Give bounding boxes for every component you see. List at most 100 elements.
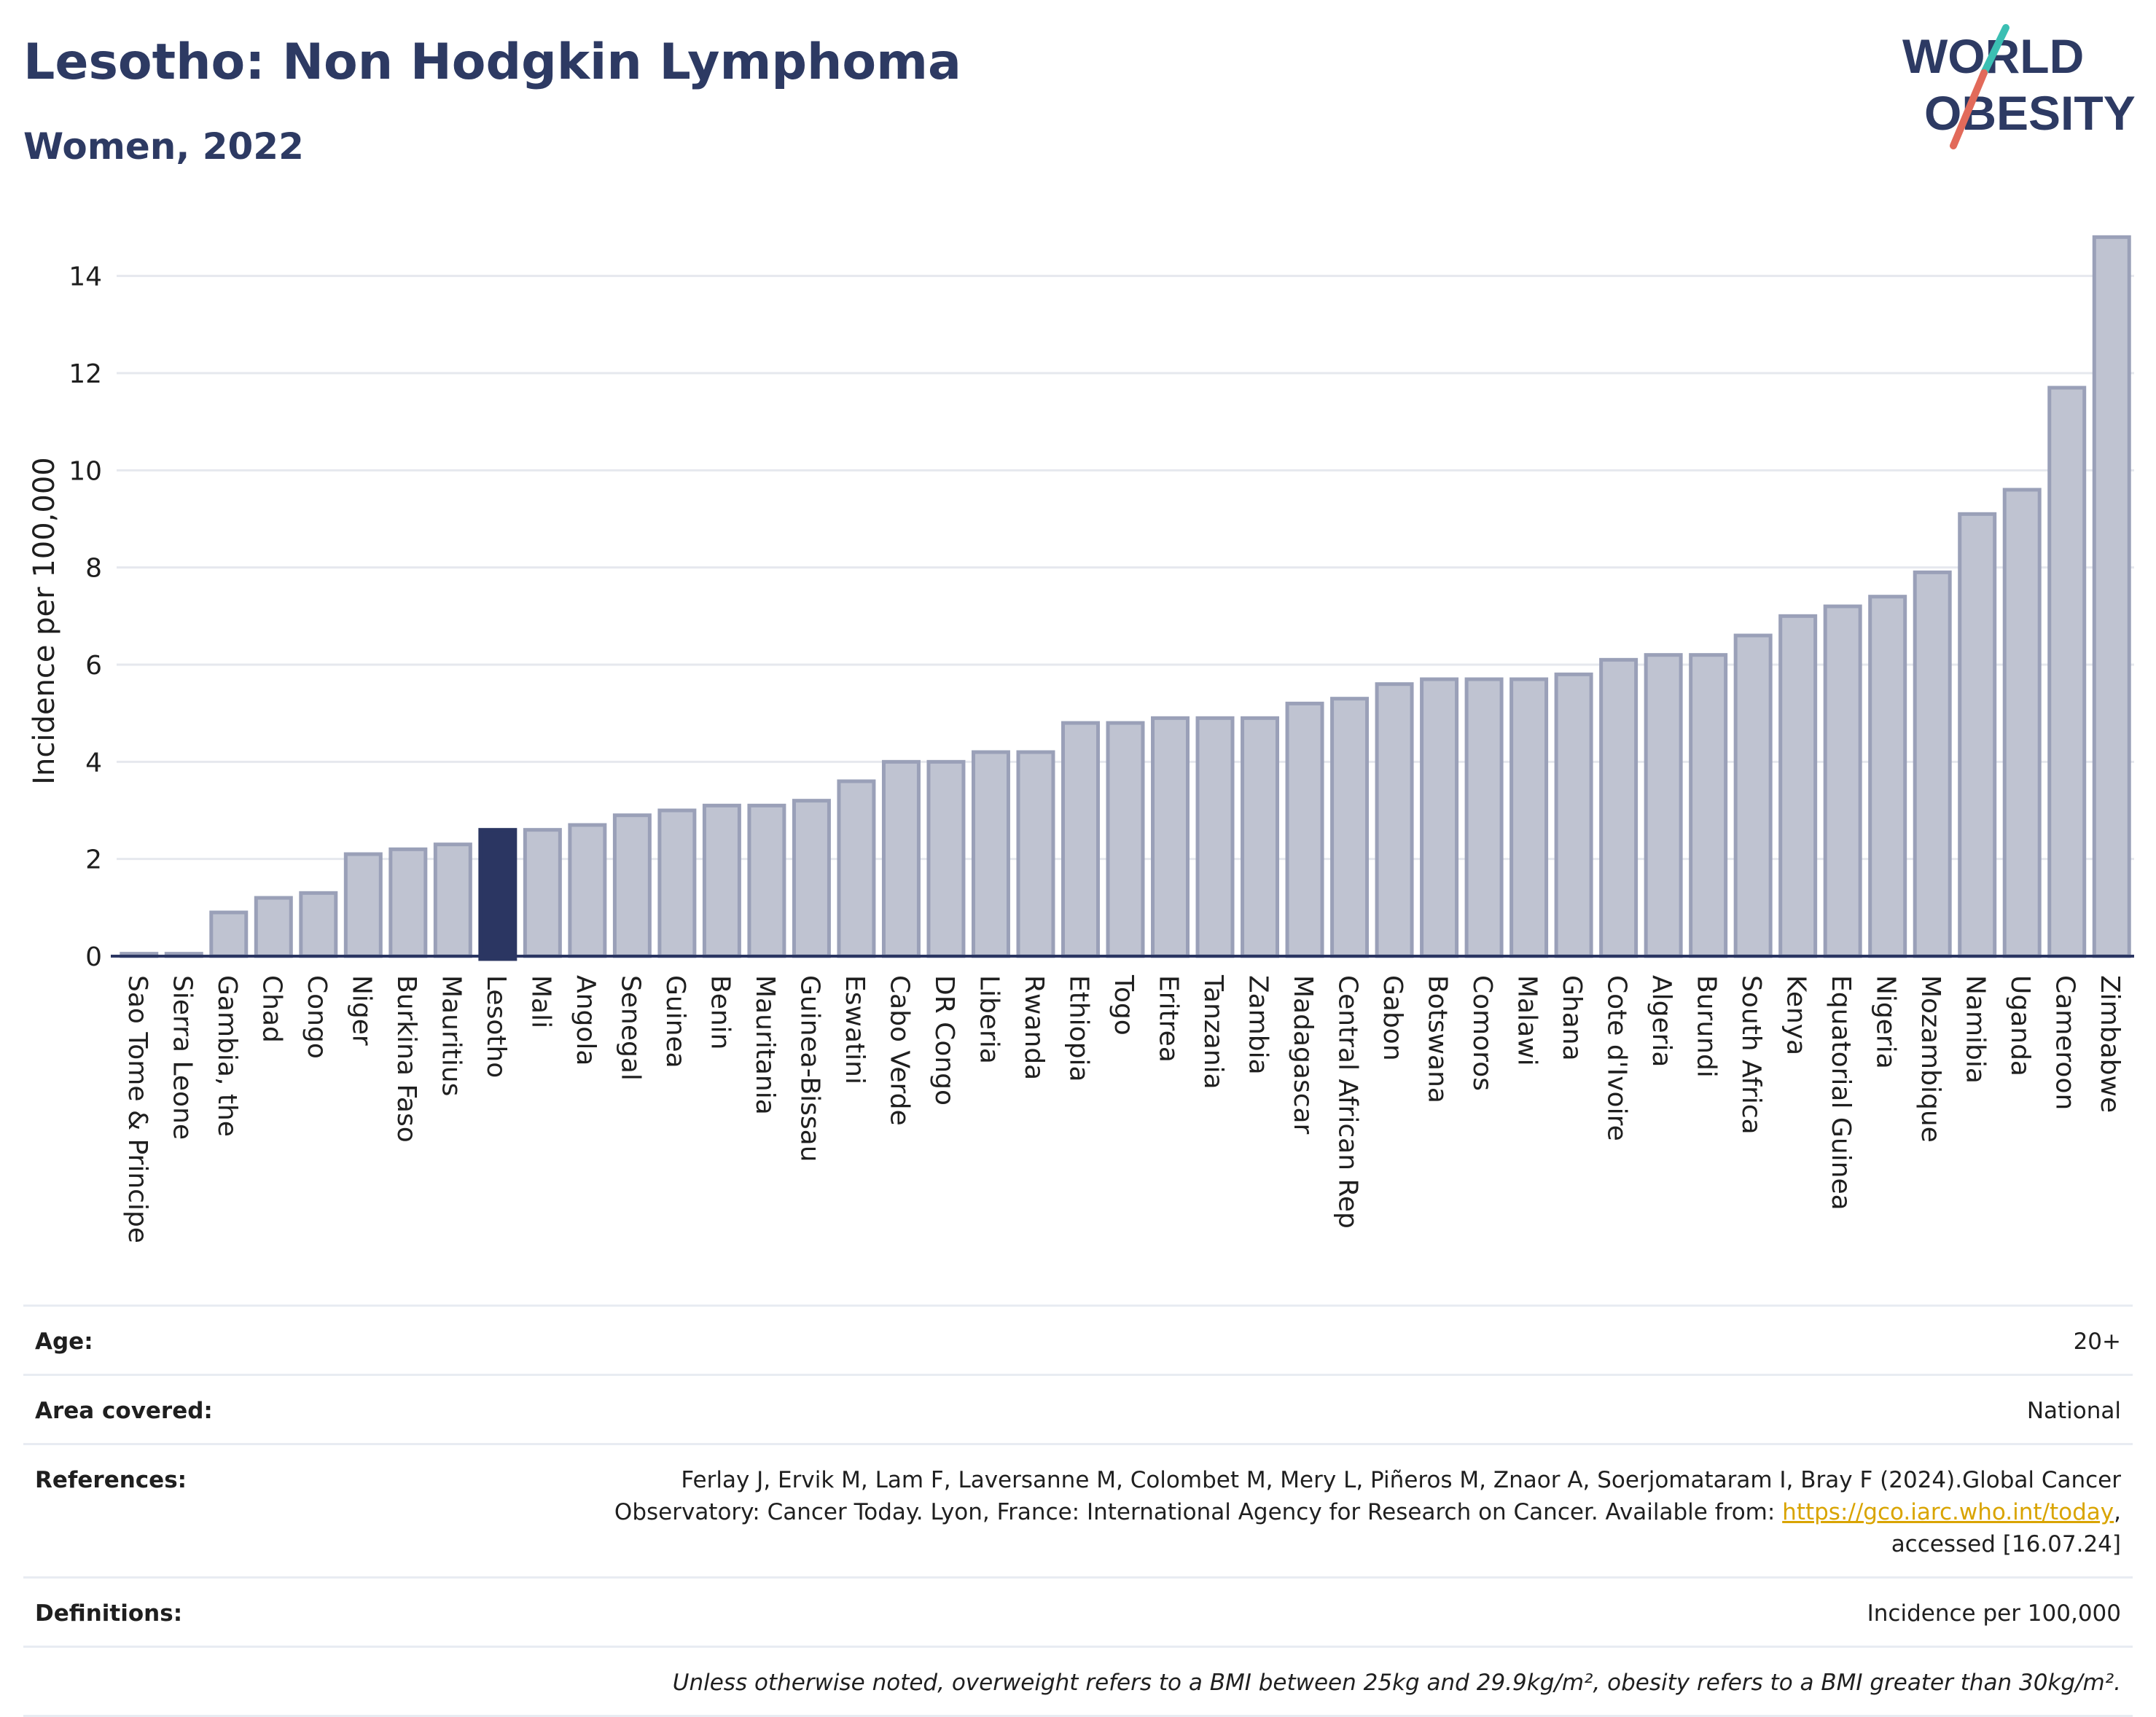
bar: [1778, 614, 1818, 958]
bar: [1330, 697, 1370, 958]
age-label: Age:: [23, 1305, 484, 1375]
bar: [971, 750, 1010, 958]
references-line-1: Ferlay J, Ervik M, Lam F, Laversanne M, …: [681, 1467, 2121, 1493]
bar: [1644, 653, 1683, 958]
x-tick-label: Eritrea: [1154, 975, 1184, 1063]
area-value: National: [484, 1374, 2133, 1444]
bar: [2002, 488, 2042, 958]
x-tick-label: Senegal: [615, 975, 645, 1081]
bar: [1241, 716, 1280, 958]
meta-row-age: Age: 20+: [23, 1305, 2133, 1375]
y-axis-label: Incidence per 100,000: [28, 457, 61, 785]
metadata-table: Age: 20+ Area covered: National Referenc…: [23, 1305, 2133, 1717]
bar: [209, 910, 249, 958]
meta-row-references: References: Ferlay J, Ervik M, Lam F, La…: [23, 1443, 2133, 1578]
bar: [523, 828, 562, 958]
y-tick-label: 12: [69, 359, 102, 389]
bar: [254, 896, 293, 958]
x-tick-label: Ghana: [1557, 975, 1587, 1061]
chart-title: Lesotho: Non Hodgkin Lymphoma: [23, 34, 961, 91]
bar-highlight: [478, 828, 517, 961]
references-value: Ferlay J, Ervik M, Lam F, Laversanne M, …: [484, 1443, 2133, 1578]
bar: [1509, 677, 1549, 958]
y-tick-label: 10: [69, 456, 102, 486]
bar-chart: 0 2 4 6 8 10 12 14 Incidence per 100,000 Sao Tome…: [28, 235, 2134, 1243]
y-tick-label: 2: [85, 845, 102, 875]
definitions-label: Definitions:: [23, 1576, 484, 1647]
x-tick-label: Gambia, the: [212, 975, 242, 1137]
x-tick-label: Lesotho: [481, 975, 511, 1078]
x-tick-label: Eswatini: [840, 975, 870, 1084]
bar: [1151, 716, 1190, 958]
x-tick-label: Cote d'Ivoire: [1602, 975, 1632, 1141]
x-tick-label: Guinea: [660, 975, 690, 1068]
references-label: References:: [23, 1443, 484, 1578]
x-tick-label: Tanzania: [1198, 974, 1228, 1090]
bar: [1061, 721, 1100, 958]
y-tick-label: 14: [69, 262, 102, 292]
x-tick-label: Niger: [346, 975, 376, 1046]
bar: [1016, 750, 1055, 958]
x-tick-label: Cabo Verde: [884, 975, 914, 1126]
references-link[interactable]: https://gco.iarc.who.int/today: [1782, 1499, 2114, 1525]
age-value: 20+: [484, 1305, 2133, 1375]
x-tick-label: Liberia: [974, 975, 1004, 1064]
x-tick-label: Cameroon: [2050, 975, 2080, 1110]
x-tick-label: Zambia: [1243, 975, 1273, 1075]
x-tick-label: Benin: [705, 975, 735, 1049]
bar: [837, 779, 876, 958]
bar: [1913, 570, 1952, 958]
meta-row-definitions: Definitions: Incidence per 100,000: [23, 1576, 2133, 1647]
chart-subtitle: Women, 2022: [23, 125, 304, 168]
x-tick-label: Ethiopia: [1063, 975, 1093, 1082]
x-tick-label: Equatorial Guinea: [1826, 975, 1856, 1210]
x-tick-label: Kenya: [1781, 975, 1811, 1055]
bar: [926, 759, 966, 958]
bar: [1733, 633, 1773, 958]
bar: [1554, 672, 1593, 958]
bar: [343, 852, 383, 958]
x-tick-label: South Africa: [1736, 975, 1766, 1135]
bar: [612, 813, 652, 958]
bar: [1195, 716, 1235, 958]
references-line-3: accessed [16.07.24]: [1891, 1531, 2121, 1557]
x-tick-label: Malawi: [1512, 975, 1542, 1066]
x-tick-label: Burundi: [1692, 975, 1722, 1078]
bar: [388, 847, 428, 958]
x-tick-label: Mozambique: [1915, 975, 1945, 1143]
x-tick-label: Chad: [257, 975, 286, 1043]
world-obesity-logo: WORLD OBESITY: [1902, 24, 2136, 149]
bar: [1285, 701, 1324, 958]
bar: [1464, 677, 1504, 958]
bar: [1689, 653, 1728, 958]
x-tick-label: Sao Tome & Principe: [122, 975, 152, 1243]
x-tick-label: Zimbabwe: [2095, 975, 2125, 1113]
references-comma: ,: [2114, 1499, 2121, 1525]
x-tick-label: Sierra Leone: [167, 975, 197, 1140]
x-tick-label: Mauritania: [750, 975, 780, 1115]
y-tick-label: 0: [85, 942, 102, 972]
area-label: Area covered:: [23, 1374, 484, 1444]
bar: [1958, 512, 1997, 958]
y-tick-label: 6: [85, 651, 102, 681]
x-tick-label: Central African Rep: [1333, 975, 1363, 1229]
bar: [657, 808, 697, 958]
x-tick-label: Mauritius: [436, 975, 466, 1096]
x-tick-label: Comoros: [1467, 975, 1497, 1091]
x-tick-label: Mali: [526, 975, 555, 1028]
x-tick-label: Madagascar: [1288, 975, 1318, 1135]
x-tick-label: Namibia: [1961, 975, 1991, 1084]
definitions-value: Incidence per 100,000: [484, 1576, 2133, 1647]
bar: [1375, 682, 1414, 958]
bar: [702, 803, 741, 958]
references-line-2: Observatory: Cancer Today. Lyon, France:…: [496, 1496, 2121, 1528]
x-tick-label: Algeria: [1647, 975, 1676, 1068]
y-tick-label: 8: [85, 554, 102, 584]
x-tick-label: Rwanda: [1019, 975, 1049, 1080]
bar: [747, 803, 786, 958]
bar: [299, 891, 338, 958]
logo-slash-teal: [1980, 24, 2009, 77]
bar: [1106, 721, 1145, 958]
bar: [433, 842, 472, 958]
meta-row-area: Area covered: National: [23, 1374, 2133, 1444]
